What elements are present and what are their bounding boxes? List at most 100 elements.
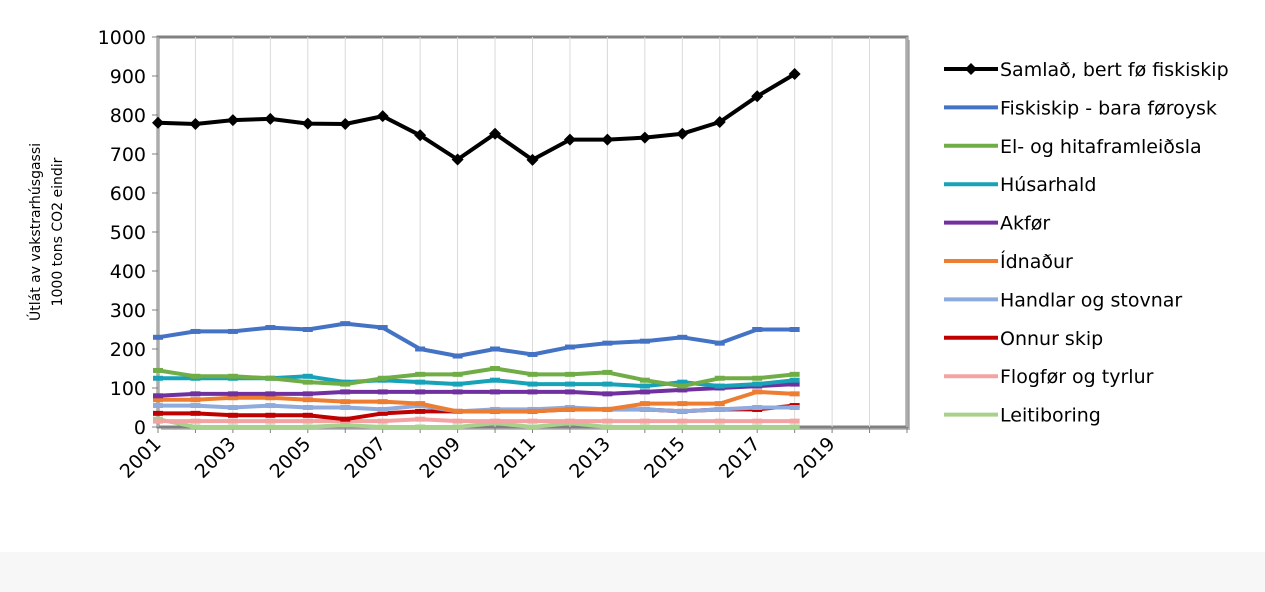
data-point [302, 373, 313, 379]
data-point [265, 418, 276, 424]
data-point [264, 112, 277, 125]
y-tick-label: 100 [110, 378, 146, 400]
x-tick-label: 2007 [340, 433, 390, 483]
data-point [153, 367, 163, 373]
data-point [302, 391, 313, 397]
y-tick-label: 500 [110, 222, 146, 244]
data-point [789, 377, 800, 383]
data-point [677, 408, 688, 414]
footer-strip [0, 552, 1265, 592]
data-point [153, 334, 163, 340]
data-point [377, 375, 388, 381]
series-line [157, 366, 795, 389]
data-point [227, 328, 238, 334]
data-point [153, 410, 163, 416]
data-point [377, 389, 388, 395]
data-point [639, 424, 650, 430]
legend: Samlað, bert fø fiskiskip Fiskiskip - bar… [944, 59, 1229, 427]
data-point [190, 397, 201, 403]
data-point [677, 383, 688, 389]
y-tick-label: 900 [110, 66, 146, 88]
y-axis-label-line: 1000 tons CO2 eindir [50, 157, 66, 306]
data-point [490, 408, 501, 414]
data-point [490, 366, 501, 371]
y-tick-label: 600 [110, 183, 146, 205]
data-point [490, 377, 501, 383]
data-point [602, 406, 613, 412]
data-point [788, 68, 801, 81]
legend-label: Akfør [1000, 213, 1050, 235]
data-point [527, 371, 538, 377]
series [153, 366, 800, 389]
data-point [376, 110, 389, 123]
data-point [677, 401, 688, 407]
data-point [789, 405, 800, 410]
grid [157, 37, 908, 433]
data-point [190, 410, 201, 416]
data-point [339, 117, 352, 130]
data-point [527, 351, 538, 357]
data-point [602, 418, 613, 424]
data-point [452, 381, 463, 387]
series [153, 321, 800, 359]
data-point [714, 340, 725, 346]
data-point [377, 418, 388, 424]
series-line [157, 417, 795, 429]
data-point [452, 424, 463, 430]
data-point [602, 391, 613, 397]
data-point [639, 338, 650, 344]
data-point [190, 403, 201, 409]
data-point [527, 389, 538, 395]
data-point [152, 116, 164, 129]
data-point [452, 353, 463, 359]
data-point [265, 403, 276, 409]
data-point [415, 371, 426, 377]
y-tick-label: 1000 [98, 27, 146, 49]
legend-item: Akfør [944, 213, 1050, 235]
data-point [301, 117, 314, 130]
data-point [527, 408, 538, 414]
data-point [302, 412, 313, 418]
data-point [602, 424, 613, 430]
legend-item: Ídnaður [944, 250, 1073, 273]
data-point [677, 418, 688, 424]
data-point [415, 424, 426, 430]
data-point [490, 418, 501, 424]
data-point [677, 334, 688, 340]
data-point [302, 327, 313, 332]
data-point [789, 424, 800, 430]
data-point [340, 381, 351, 387]
x-tick-label: 2005 [266, 433, 316, 483]
legend-label: Handlar og stovnar [1000, 289, 1182, 311]
data-point [452, 389, 463, 395]
data-point [226, 114, 239, 127]
legend-item: Onnur skip [944, 328, 1103, 350]
series-line [157, 382, 795, 398]
data-point [265, 395, 276, 401]
data-point [265, 375, 276, 381]
data-point [639, 406, 650, 412]
data-point [265, 424, 276, 430]
legend-marker [965, 63, 977, 75]
data-point [227, 405, 238, 410]
data-point [752, 381, 763, 387]
data-point [789, 381, 800, 387]
data-point [227, 412, 238, 418]
data-point [526, 153, 539, 166]
data-point [302, 397, 313, 403]
data-point [265, 412, 276, 418]
data-point [415, 346, 426, 352]
data-point [714, 383, 725, 389]
data-point [302, 405, 313, 410]
data-point [752, 405, 763, 410]
legend-item: Húsarhald [944, 174, 1096, 196]
x-tick-label: 2009 [415, 433, 465, 483]
data-point [302, 424, 313, 430]
x-tick-label: 2015 [640, 433, 690, 483]
data-point [751, 90, 764, 103]
line-chart: Útlát av vakstrarhúsgassi 1000 tons CO2 … [26, 27, 1229, 483]
legend-label: Fiskiskip - bara føroysk [1000, 97, 1217, 119]
x-tick-label: 2003 [191, 433, 241, 483]
data-point [340, 389, 351, 395]
data-point [527, 381, 538, 387]
